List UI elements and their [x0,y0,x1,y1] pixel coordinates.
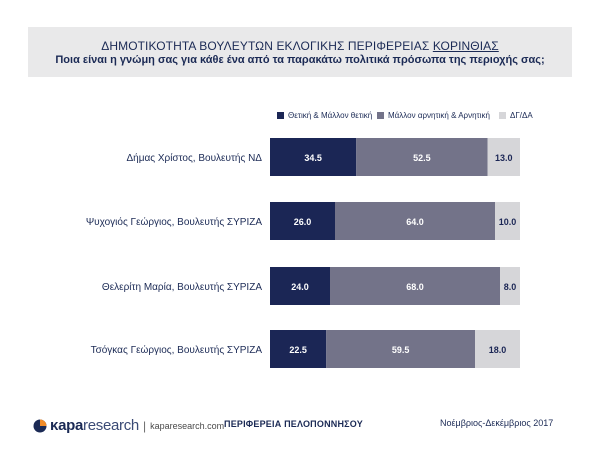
chart-subtitle: Ποια είναι η γνώμη σας για κάθε ένα από … [55,54,545,66]
category-label: Τσόγκας Γεώργιος, Βουλευτής ΣΥΡΙΖΑ [91,344,263,356]
legend-swatch-dk [499,112,506,119]
chart-header: ΔΗΜΟΤΙΚΟΤΗΤΑ ΒΟΥΛΕΥΤΩΝ ΕΚΛΟΓΙΚΗΣ ΠΕΡΙΦΕΡ… [28,27,572,77]
brand-logo: κaparesearch | kaparesearch.com [33,417,224,434]
brand-url: kaparesearch.com [150,420,225,431]
bar-value-label: 24.0 [291,282,309,292]
bar-segment-1 [356,138,488,176]
bar-value-label: 59.5 [392,345,410,355]
bar-segment-2 [495,202,520,240]
legend-label-positive: Θετική & Μάλλον θετική [288,111,373,120]
brand-separator: | [142,418,147,433]
bar-value-label: 8.0 [504,282,517,292]
bar-segment-2 [487,138,520,176]
legend-item-negative: Μάλλον αρνητική & Αρνητική [377,111,490,120]
bar-segment-0 [270,267,330,305]
region-name: ΚΟΡΙΝΘΙΑΣ [432,39,499,53]
bar-value-label: 68.0 [406,282,424,292]
bar-value-label: 52.5 [413,153,431,163]
bar-segment-1 [330,267,500,305]
footer-date: Νοέμβριος-Δεκέμβριος 2017 [440,418,554,428]
bar-segment-1 [335,202,495,240]
category-label: Ψυχογιός Γεώργιος, Βουλευτής ΣΥΡΙΖΑ [86,216,263,228]
bar-value-label: 34.5 [304,153,322,163]
bar-segment-0 [270,202,335,240]
bar-value-label: 26.0 [294,217,312,227]
bar-value-label: 13.0 [495,153,513,163]
bar-value-label: 64.0 [406,217,424,227]
legend-item-positive: Θετική & Μάλλον θετική [277,111,372,120]
bar-segment-2 [500,267,520,305]
legend-label-dk: ΔΓ/ΔΑ [510,111,533,120]
footer-region: ΠΕΡΙΦΕΡΕΙΑ ΠΕΛΟΠΟΝΝΗΣΟΥ [224,419,363,429]
brand-main: κapa [50,417,84,434]
bar-segment-0 [270,330,327,368]
bar-value-label: 22.5 [289,345,307,355]
legend-swatch-positive [277,112,284,119]
bar-segment-2 [475,330,520,368]
kapa-logo-icon [33,419,47,433]
bar-segment-0 [270,138,357,176]
legend-item-dk: ΔΓ/ΔΑ [499,111,533,120]
legend-swatch-negative [377,112,384,119]
chart-title: ΔΗΜΟΤΙΚΟΤΗΤΑ ΒΟΥΛΕΥΤΩΝ ΕΚΛΟΓΙΚΗΣ ΠΕΡΙΦΕΡ… [101,39,499,53]
category-label: Δήμας Χρίστος, Βουλευτής ΝΔ [126,152,262,164]
bar-value-label: 18.0 [489,345,507,355]
brand-light: research [83,417,139,434]
bar-value-label: 10.0 [499,217,517,227]
legend-label-negative: Μάλλον αρνητική & Αρνητική [388,111,490,120]
bar-segment-1 [326,330,475,368]
category-label: Θελερίτη Μαρία, Βουλευτής ΣΥΡΙΖΑ [102,281,262,293]
